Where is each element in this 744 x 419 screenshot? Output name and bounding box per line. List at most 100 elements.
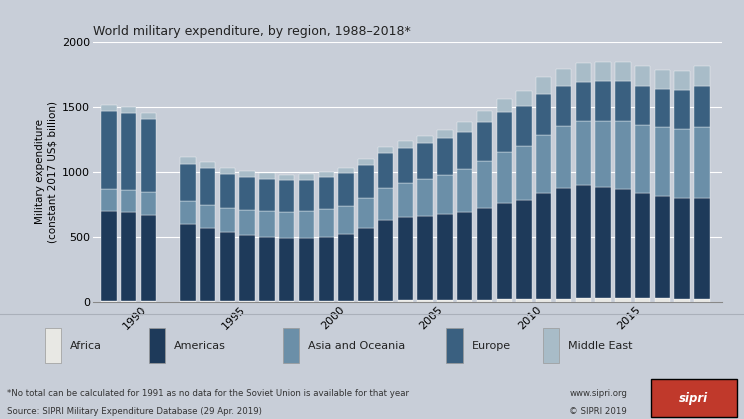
Bar (200, 162, 215, 168)
Bar (576, 82, 591, 121)
Bar (635, 65, 650, 85)
Bar (595, 121, 611, 187)
Bar (556, 69, 571, 86)
Bar (674, 198, 690, 299)
Bar (477, 111, 492, 122)
Bar (240, 177, 255, 210)
Bar (240, 210, 255, 235)
Bar (378, 147, 394, 153)
Bar (339, 173, 353, 206)
Bar (299, 301, 314, 302)
Bar (615, 121, 631, 189)
Bar (358, 198, 373, 228)
Text: Europe: Europe (472, 341, 511, 351)
Bar (595, 62, 611, 81)
Bar (576, 63, 591, 82)
Bar (674, 299, 690, 302)
Bar (635, 85, 650, 124)
Text: sipri: sipri (679, 391, 708, 405)
Bar (121, 212, 136, 301)
Bar (576, 121, 591, 186)
Bar (457, 212, 472, 300)
Text: Asia and Oceania: Asia and Oceania (308, 341, 405, 351)
Bar (437, 300, 452, 302)
Bar (496, 203, 512, 299)
Bar (477, 161, 492, 207)
Bar (615, 298, 631, 302)
Text: © SIPRI 2019: © SIPRI 2019 (569, 407, 627, 416)
Bar (180, 157, 196, 163)
Bar (180, 301, 196, 302)
Bar (477, 300, 492, 302)
Bar (477, 122, 492, 161)
Bar (219, 208, 235, 232)
Bar (615, 81, 631, 121)
Bar (496, 112, 512, 152)
Bar (694, 66, 710, 86)
Bar (180, 163, 196, 201)
Bar (516, 146, 532, 200)
Bar (149, 328, 165, 363)
Bar (437, 129, 452, 138)
Bar (259, 173, 275, 179)
Bar (536, 193, 551, 299)
Text: Americas: Americas (174, 341, 226, 351)
Bar (536, 77, 551, 93)
Bar (437, 175, 452, 215)
Bar (259, 301, 275, 302)
Bar (339, 234, 353, 300)
Bar (556, 188, 571, 299)
Bar (378, 220, 394, 300)
Bar (457, 169, 472, 212)
Bar (417, 300, 433, 302)
Bar (219, 168, 235, 174)
Bar (576, 298, 591, 302)
Bar (219, 232, 235, 301)
Bar (299, 238, 314, 301)
Bar (240, 171, 255, 177)
Bar (121, 113, 136, 189)
Bar (259, 179, 275, 211)
Bar (339, 206, 353, 234)
Bar (259, 211, 275, 237)
Bar (516, 299, 532, 302)
Bar (694, 299, 710, 302)
Bar (121, 107, 136, 113)
Bar (694, 86, 710, 127)
Bar (101, 301, 117, 302)
Text: Source: SIPRI Military Expenditure Database (29 Apr. 2019): Source: SIPRI Military Expenditure Datab… (7, 407, 263, 416)
Bar (655, 70, 670, 89)
Text: Africa: Africa (70, 341, 102, 351)
Text: Middle East: Middle East (568, 341, 633, 351)
Bar (378, 300, 394, 302)
Bar (437, 138, 452, 175)
Bar (516, 91, 532, 106)
Bar (655, 127, 670, 196)
Bar (595, 81, 611, 121)
Bar (536, 135, 551, 193)
Bar (417, 179, 433, 216)
Bar (556, 86, 571, 127)
Bar (180, 201, 196, 224)
FancyBboxPatch shape (651, 379, 737, 417)
Bar (358, 165, 373, 198)
Bar (674, 90, 690, 129)
Bar (200, 168, 215, 204)
Bar (694, 197, 710, 299)
Bar (496, 299, 512, 302)
Bar (615, 62, 631, 81)
Bar (279, 181, 295, 212)
Bar (358, 228, 373, 300)
Bar (417, 216, 433, 300)
Bar (279, 175, 295, 181)
Bar (457, 132, 472, 169)
Bar (417, 143, 433, 179)
Bar (635, 298, 650, 302)
Bar (101, 105, 117, 111)
Bar (397, 148, 413, 183)
Bar (141, 215, 156, 301)
Bar (655, 89, 670, 127)
Bar (397, 141, 413, 148)
Bar (200, 228, 215, 301)
Bar (536, 93, 551, 135)
